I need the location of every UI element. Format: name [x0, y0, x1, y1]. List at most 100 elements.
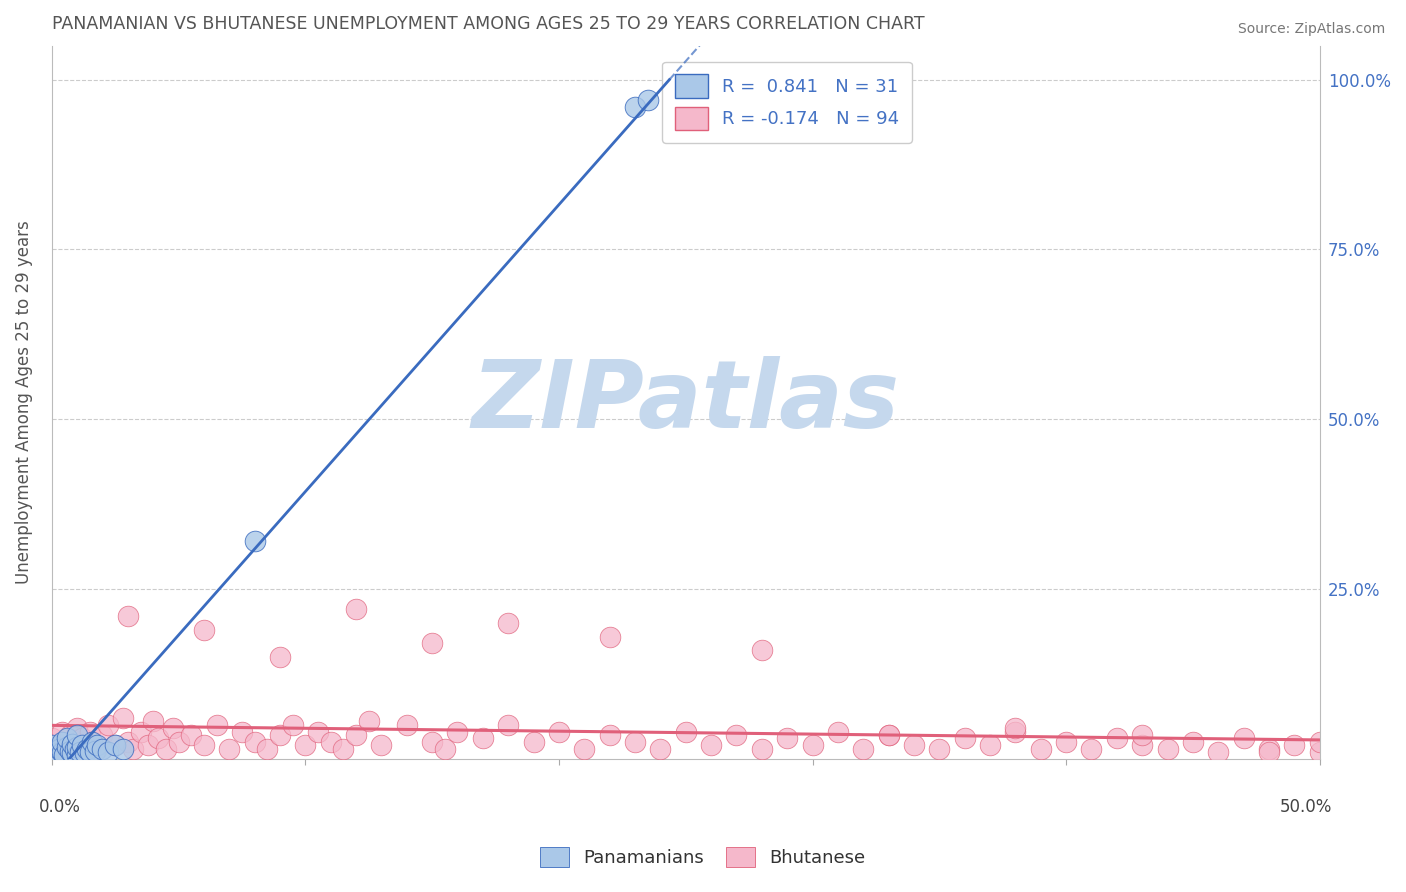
Point [51, 724, 73, 739]
Point [91, 728, 114, 742]
Point [852, 741, 875, 756]
Point [1004, 721, 1026, 735]
Point [45, 741, 67, 756]
Point [1105, 731, 1128, 746]
Point [56, 745, 79, 759]
Point [370, 738, 392, 752]
Point [395, 718, 418, 732]
Point [1130, 738, 1153, 752]
Point [70, 738, 93, 752]
Point [193, 738, 215, 752]
Point [599, 728, 621, 742]
Point [700, 738, 723, 752]
Point [281, 718, 304, 732]
Point [953, 731, 976, 746]
Point [63, 741, 86, 756]
Point [56, 739, 79, 754]
Point [167, 735, 190, 749]
Point [60, 747, 83, 761]
Point [41, 748, 63, 763]
Point [637, 93, 659, 107]
Text: Source: ZipAtlas.com: Source: ZipAtlas.com [1237, 22, 1385, 37]
Point [420, 735, 443, 749]
Point [1054, 735, 1077, 749]
Point [231, 724, 253, 739]
Point [129, 724, 152, 739]
Point [294, 738, 316, 752]
Point [58, 744, 80, 758]
Point [53, 735, 76, 749]
Point [76, 741, 98, 756]
Point [496, 615, 519, 630]
Point [624, 735, 647, 749]
Point [1029, 741, 1052, 756]
Point [1130, 728, 1153, 742]
Point [58, 728, 80, 742]
Point [776, 731, 799, 746]
Point [79, 724, 101, 739]
Point [73, 747, 96, 761]
Point [91, 741, 114, 756]
Point [433, 741, 456, 756]
Point [1258, 741, 1281, 756]
Point [117, 735, 139, 749]
Point [51, 735, 73, 749]
Point [205, 718, 228, 732]
Point [155, 741, 177, 756]
Point [60, 737, 83, 751]
Point [82, 735, 104, 749]
Point [675, 724, 697, 739]
Point [243, 534, 266, 549]
Point [104, 738, 127, 752]
Point [1232, 731, 1254, 746]
Text: PANAMANIAN VS BHUTANESE UNEMPLOYMENT AMONG AGES 25 TO 29 YEARS CORRELATION CHART: PANAMANIAN VS BHUTANESE UNEMPLOYMENT AMO… [52, 15, 924, 33]
Point [66, 721, 89, 735]
Text: ZIPatlas: ZIPatlas [471, 356, 900, 448]
Point [307, 724, 329, 739]
Point [218, 741, 240, 756]
Point [111, 711, 134, 725]
Point [142, 714, 165, 729]
Point [1156, 741, 1178, 756]
Point [148, 731, 170, 746]
Point [70, 731, 93, 746]
Point [122, 741, 145, 756]
Point [41, 731, 63, 746]
Point [104, 738, 127, 752]
Point [243, 735, 266, 749]
Point [66, 728, 89, 742]
Point [53, 748, 76, 763]
Point [96, 718, 118, 732]
Point [1206, 745, 1229, 759]
Point [877, 728, 900, 742]
Point [548, 724, 571, 739]
Point [471, 731, 494, 746]
Point [82, 735, 104, 749]
Point [344, 728, 367, 742]
Point [66, 748, 89, 763]
Point [877, 728, 900, 742]
Point [51, 745, 73, 759]
Point [60, 738, 83, 752]
Text: 50.0%: 50.0% [1279, 798, 1333, 816]
Point [45, 747, 67, 761]
Point [801, 738, 824, 752]
Point [1181, 735, 1204, 749]
Point [650, 741, 672, 756]
Point [420, 636, 443, 650]
Point [1080, 741, 1102, 756]
Legend: Panamanians, Bhutanese: Panamanians, Bhutanese [533, 839, 873, 874]
Point [117, 609, 139, 624]
Point [86, 738, 108, 752]
Point [624, 100, 647, 114]
Point [1284, 738, 1306, 752]
Point [751, 643, 773, 657]
Point [86, 741, 108, 756]
Point [269, 649, 291, 664]
Point [193, 623, 215, 637]
Point [725, 728, 748, 742]
Point [96, 745, 118, 759]
Point [41, 738, 63, 752]
Point [599, 630, 621, 644]
Point [357, 714, 380, 729]
